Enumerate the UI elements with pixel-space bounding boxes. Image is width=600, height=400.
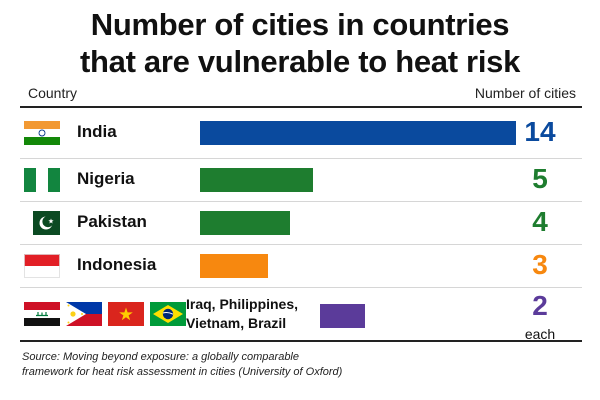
india-flag-icon [24, 120, 60, 145]
bar [320, 303, 366, 328]
chart-row: Iraq, Philippines, Vietnam, Brazil 2 each [0, 287, 600, 342]
bar [200, 210, 291, 235]
indonesia-flag-icon [24, 253, 60, 278]
philippines-flag-icon [66, 301, 102, 326]
chart-row: Indonesia 3 [0, 244, 600, 287]
header-rule [20, 106, 582, 108]
value-label: 2 [532, 289, 548, 321]
value-label: 3 [532, 248, 548, 280]
chart-row: Nigeria 5 [0, 158, 600, 201]
bar [200, 120, 516, 145]
column-header-value: Number of cities [474, 85, 576, 101]
nigeria-flag-icon [24, 167, 60, 192]
column-header-country: Country [28, 85, 78, 101]
category-label: India [77, 121, 117, 141]
vietnam-flag-icon [108, 301, 144, 326]
brazil-flag-icon [150, 301, 186, 326]
row-separator [20, 201, 582, 202]
chart-title-line-1: Number of cities in countries [90, 7, 510, 42]
source-note: Source: Moving beyond exposure: a global… [22, 351, 343, 378]
row-separator [20, 158, 582, 159]
category-label: Pakistan [77, 211, 147, 231]
chart-row: Pakistan 4 [0, 201, 600, 244]
footer-rule [20, 340, 582, 342]
bar [200, 167, 313, 192]
value-label: 4 [532, 205, 548, 237]
category-label: Indonesia [77, 254, 157, 274]
category-label: Nigeria [77, 168, 135, 188]
pakistan-flag-icon [24, 210, 60, 235]
value-note: each [524, 325, 556, 342]
value-label: 5 [532, 162, 548, 194]
row-separator [20, 244, 582, 245]
iraq-flag-icon [24, 301, 60, 326]
category-label: Iraq, Philippines, Vietnam, Brazil [186, 295, 299, 331]
bar [200, 253, 268, 278]
chart-title-line-2: that are vulnerable to heat risk [79, 44, 521, 79]
row-separator [20, 287, 582, 288]
value-label: 14 [524, 115, 556, 147]
chart-title: Number of cities in countries that are v… [0, 6, 600, 80]
chart-row: India 14 [0, 107, 600, 158]
